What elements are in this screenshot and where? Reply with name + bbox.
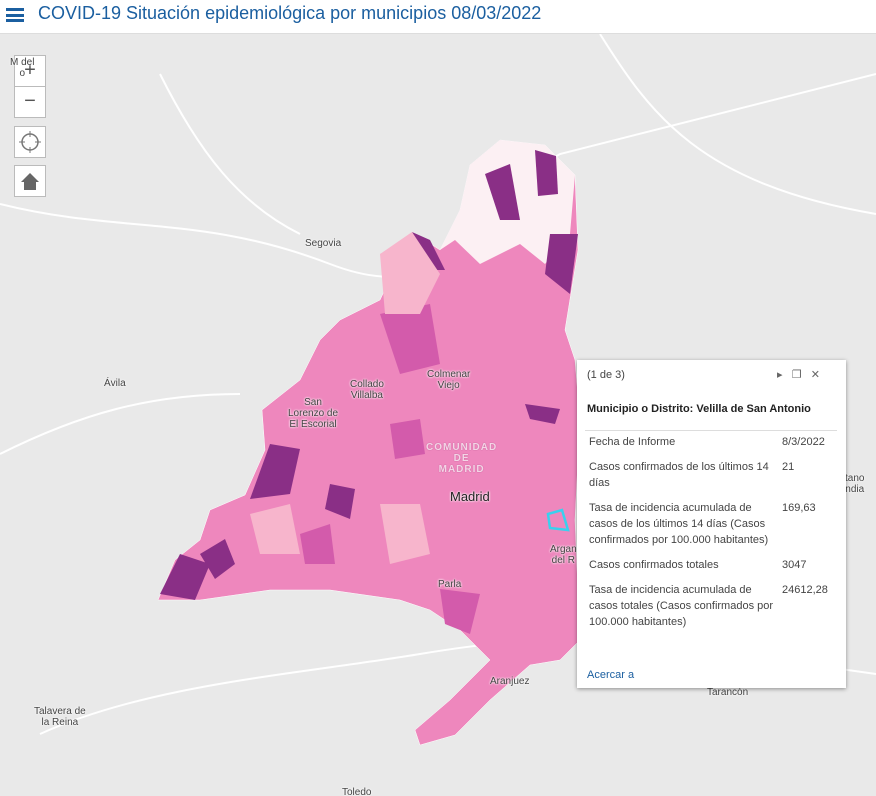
map-label: Parla — [438, 579, 462, 590]
map-label: Tarancón — [707, 687, 749, 698]
map-label: Ávila — [104, 378, 126, 389]
zoom-out[interactable]: − — [14, 86, 46, 118]
field-label: Tasa de incidencia acumulada de casos to… — [589, 584, 774, 628]
home-button[interactable] — [14, 165, 46, 197]
map-label: M del o — [10, 57, 35, 79]
popup-row: Casos confirmados totales 3047 — [585, 554, 837, 579]
map-label: San Lorenzo de El Escorial — [288, 397, 339, 430]
map-label: Argan del R — [550, 544, 577, 566]
field-value: 3047 — [782, 559, 807, 571]
field-value: 24612,28 — [782, 584, 828, 596]
field-value: 8/3/2022 — [782, 436, 825, 448]
map — [0, 34, 876, 746]
popup-controls[interactable]: ▸ ❐ ✕ — [777, 369, 820, 381]
map-label: Toledo — [342, 787, 372, 796]
mid-areas — [300, 304, 480, 634]
zoom-in[interactable]: + — [14, 55, 46, 87]
home-icon — [21, 173, 39, 190]
popup-row: Casos confirmados de los últimos 14 días… — [585, 456, 837, 497]
map-label: Segovia — [305, 238, 342, 249]
map-label: Colmenar Viejo — [427, 369, 471, 391]
map-label: Madrid — [450, 489, 490, 504]
light-areas — [250, 232, 440, 564]
field-value: 21 — [782, 461, 795, 473]
menu-icon[interactable] — [6, 8, 24, 22]
field-label: Casos confirmados de los últimos 14 días — [589, 461, 769, 489]
map-label: tano ndia — [845, 473, 865, 495]
locate-icon — [19, 131, 41, 153]
popup: (1 de 3) ▸ ❐ ✕ Municipio o Distrito: Vel… — [577, 360, 846, 688]
popup-title: Municipio o Distrito: Velilla de San Ant… — [587, 403, 811, 415]
field-label: Tasa de incidencia acumulada de casos de… — [589, 502, 769, 546]
zoom-link[interactable]: Acercar a — [587, 669, 635, 681]
map-label: Aranjuez — [490, 676, 530, 687]
field-label: Casos confirmados totales — [589, 559, 719, 571]
popup-row: Fecha de Informe 8/3/2022 — [585, 431, 837, 457]
field-label: Fecha de Informe — [589, 436, 676, 448]
popup-table: Fecha de Informe 8/3/2022 Casos confirmado… — [585, 430, 837, 636]
popup-pager: (1 de 3) — [587, 369, 625, 381]
dark-areas — [160, 150, 578, 600]
header-title: COVID-19 Situación epidemiológica por mu… — [38, 3, 542, 23]
map-label: COMUNIDAD DE MADRID — [426, 442, 498, 475]
field-value: 169,63 — [782, 502, 816, 514]
popup-row: Tasa de incidencia acumulada de casos de… — [585, 497, 837, 554]
selected-area — [546, 508, 570, 532]
map-label: Collado Villalba — [350, 379, 384, 401]
header: COVID-19 Situación epidemiológica por mu… — [0, 0, 876, 34]
locate-button[interactable] — [14, 126, 46, 158]
popup-row: Tasa de incidencia acumulada de casos to… — [585, 579, 837, 636]
map-label: Talavera de la Reina — [34, 706, 86, 728]
